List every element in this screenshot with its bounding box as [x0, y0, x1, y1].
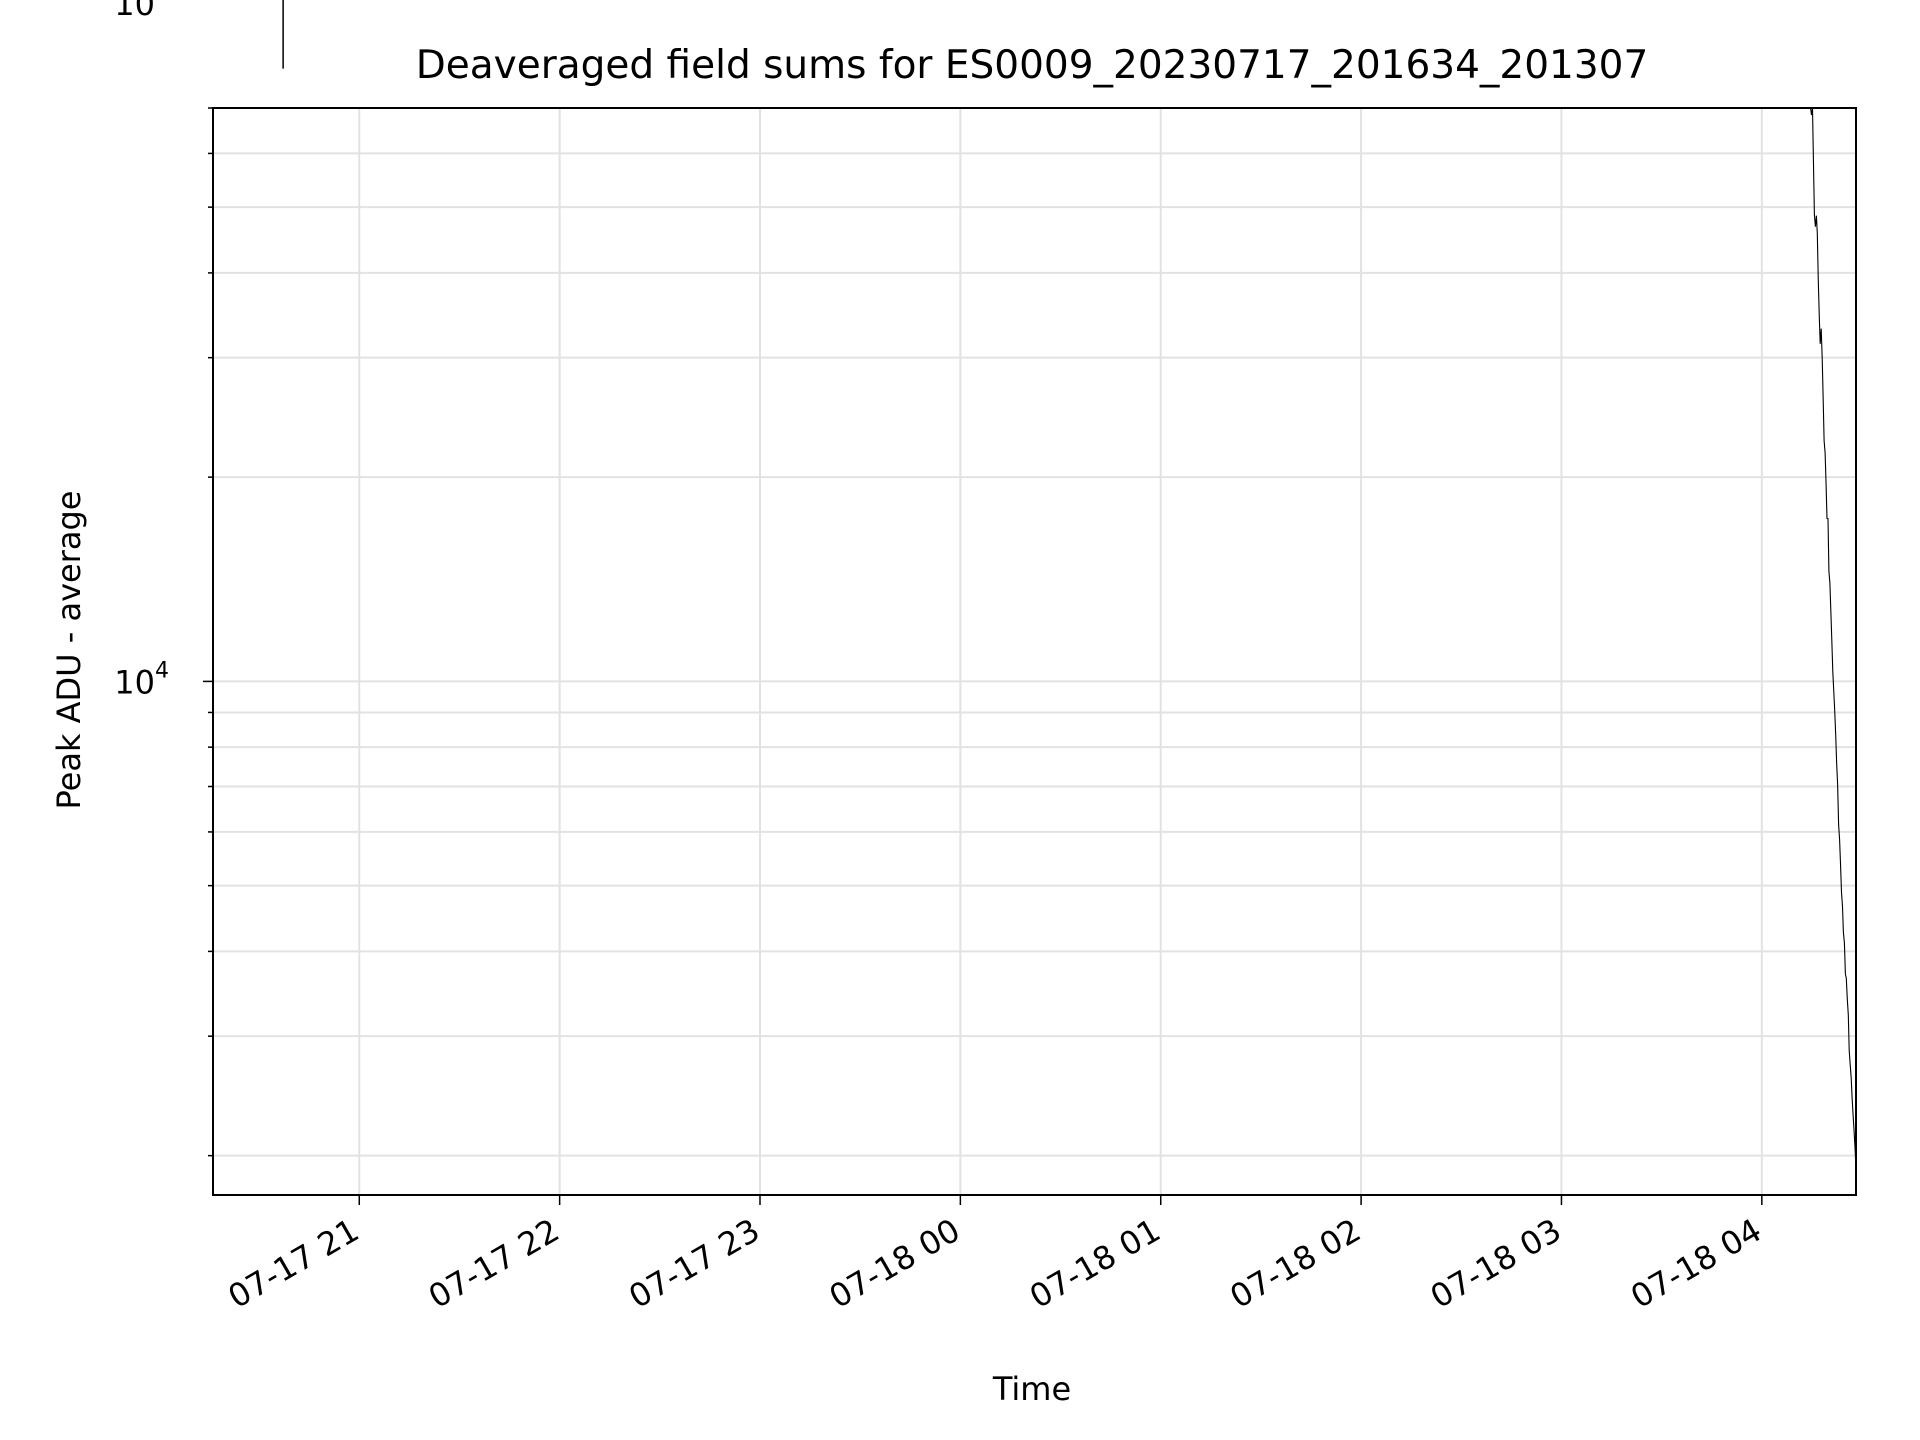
plot-frame	[212, 107, 1857, 1196]
x-tick-label: 07-17 23	[622, 1211, 766, 1316]
chart-title: Deaveraged field sums for ES0009_2023071…	[416, 43, 1649, 88]
y-tick-label: 104	[114, 658, 169, 701]
x-tick-label: 07-18 02	[1223, 1211, 1367, 1316]
x-tick-label: 07-17 22	[422, 1211, 566, 1316]
x-tick-label: 07-17 21	[222, 1211, 366, 1316]
x-tick-label: 07-18 03	[1424, 1211, 1568, 1316]
y-tick-label: 105	[114, 0, 169, 23]
data-line	[213, 107, 1857, 1169]
x-tick-label: 07-18 01	[1023, 1211, 1167, 1316]
x-axis-label: Time	[992, 1370, 1071, 1408]
grid	[213, 107, 1856, 1195]
x-tick-label: 07-18 00	[823, 1211, 967, 1316]
y-axis-label: Peak ADU - average	[50, 491, 88, 810]
x-tick-label: 07-18 04	[1624, 1211, 1768, 1316]
series-line	[213, 0, 1857, 1169]
